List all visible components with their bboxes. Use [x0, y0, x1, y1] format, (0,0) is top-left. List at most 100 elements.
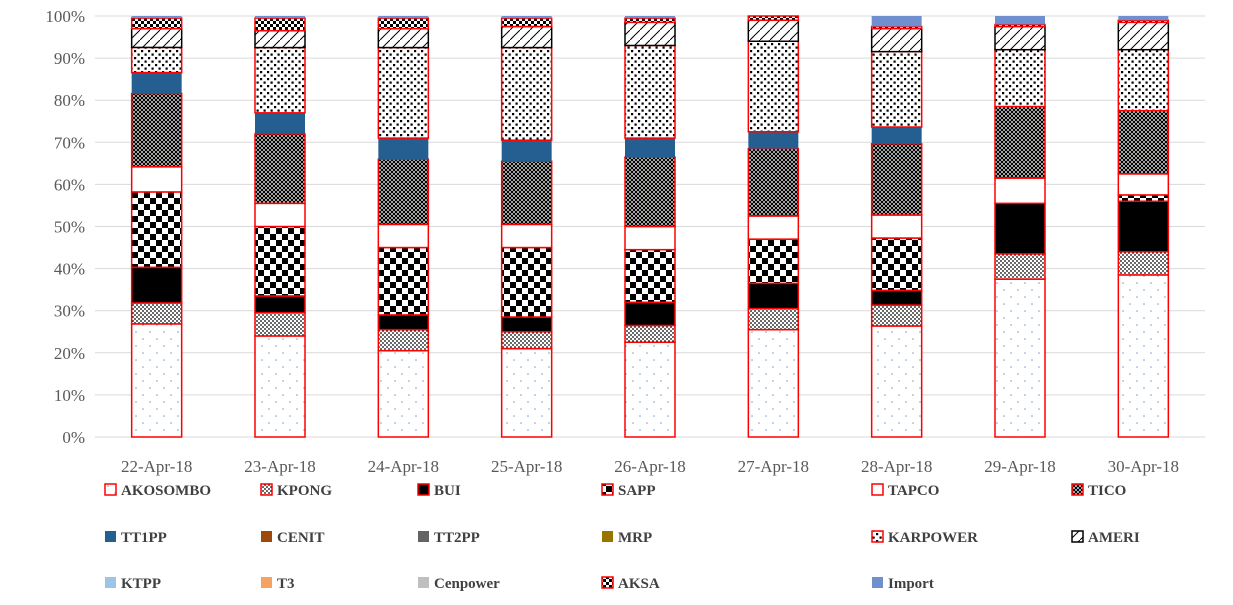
bar-stack-26-apr-18 — [624, 16, 676, 438]
bar-segment-tico — [1117, 109, 1170, 175]
bar-segment-ameri — [870, 27, 923, 53]
bar-segment-import — [501, 16, 552, 19]
bar-segment-akosombo — [870, 325, 923, 438]
legend-label: TT2PP — [434, 530, 480, 546]
bar-segment-aksa — [747, 15, 800, 21]
bar-segment-akosombo — [500, 347, 553, 438]
y-tick-label: 70% — [54, 133, 85, 152]
legend-item-tt2pp: TT2PP — [418, 530, 480, 546]
y-tick-label: 20% — [54, 344, 85, 363]
bar-segment-aksa — [254, 17, 306, 32]
legend-item-aksa: AKSA — [601, 576, 660, 592]
bar-segment-ameri — [254, 29, 306, 49]
legend-swatch — [602, 531, 613, 542]
legend-swatch — [105, 531, 116, 542]
x-category-label: 28-Apr-18 — [861, 457, 932, 476]
bar-segment-sapp — [747, 238, 800, 285]
bar-segment-karpower — [130, 46, 183, 74]
legend-label: BUI — [434, 483, 461, 499]
bar-segment-ameri — [377, 27, 430, 49]
y-tick-label: 60% — [54, 175, 85, 194]
bar-segment-tapco — [624, 225, 676, 251]
bar-segment-bui — [254, 295, 306, 314]
bar-segment-tico — [130, 92, 183, 168]
bar-segment-bui — [624, 301, 676, 327]
bar-stack-28-apr-18 — [870, 16, 923, 438]
legend: AKOSOMBO KPONG BUI SAPP TAPCO TICO TT1PP CENIT T… — [104, 483, 1140, 592]
bar-segment-import — [131, 16, 182, 19]
bar-segment-import — [255, 16, 305, 19]
bar-segment-sapp — [130, 191, 183, 269]
legend-item-bui: BUI — [417, 483, 461, 499]
bar-segment-sapp — [624, 248, 676, 304]
bar-segment-tt1pp — [501, 140, 552, 162]
bar-segment-ameri — [500, 25, 553, 49]
y-tick-label: 100% — [45, 7, 85, 26]
bar-segment-aksa — [870, 25, 923, 30]
legend-item-akosombo: AKOSOMBO — [104, 483, 211, 499]
x-category-label: 23-Apr-18 — [244, 457, 315, 476]
bar-segment-ameri — [747, 19, 800, 43]
bar-segment-tapco — [870, 214, 923, 239]
bar-segment-karpower — [747, 40, 800, 133]
bar-segment-sapp — [870, 237, 923, 292]
bar-segment-tico — [624, 156, 676, 228]
x-category-label: 27-Apr-18 — [738, 457, 809, 476]
bar-segment-bui — [747, 282, 800, 310]
bar-segment-sapp — [500, 246, 553, 318]
bar-segment-akosombo — [747, 328, 800, 438]
legend-item-karpower: KARPOWER — [871, 530, 978, 546]
y-tick-label: 80% — [54, 91, 85, 110]
bar-segment-import — [1118, 16, 1169, 21]
x-axis-category-labels: 22-Apr-18 23-Apr-18 24-Apr-18 25-Apr-18 26-A… — [121, 457, 1179, 476]
bar-stack-22-apr-18 — [130, 16, 183, 438]
bar-segment-akosombo — [130, 323, 183, 438]
legend-label: MRP — [618, 530, 652, 546]
legend-swatch — [1071, 530, 1084, 543]
legend-label: KTPP — [121, 576, 161, 592]
bar-segment-tapco — [747, 215, 800, 240]
legend-label: Cenpower — [434, 576, 500, 592]
bar-segment-tapco — [377, 223, 430, 249]
bar-segment-import — [995, 16, 1045, 25]
bar-stack-27-apr-18 — [747, 15, 800, 438]
bar-segment-tico — [747, 147, 800, 217]
legend-item-sapp: SAPP — [601, 483, 656, 499]
legend-swatch — [601, 483, 614, 496]
bar-segment-sapp — [254, 225, 306, 297]
y-tick-label: 10% — [54, 386, 85, 405]
legend-swatch — [871, 530, 884, 543]
bar-segment-akosombo — [994, 278, 1046, 438]
bar-segment-karpower — [500, 46, 553, 141]
bar-segment-akosombo — [254, 335, 306, 438]
bar-segment-tapco — [130, 166, 183, 193]
legend-label: TT1PP — [121, 530, 167, 546]
bar-segment-kpong — [1117, 251, 1170, 276]
bar-segment-tapco — [1117, 173, 1170, 196]
bar-segment-kpong — [500, 331, 553, 350]
bar-segment-karpower — [870, 50, 923, 128]
bar-segment-kpong — [747, 307, 800, 331]
legend-item-tapco: TAPCO — [871, 483, 939, 499]
bar-stack-24-apr-18 — [377, 16, 430, 438]
legend-swatch — [261, 531, 272, 542]
bar-segment-sapp — [1117, 194, 1170, 202]
legend-swatch — [872, 577, 883, 588]
legend-swatch — [871, 483, 884, 496]
bar-segment-kpong — [870, 304, 923, 327]
legend-label: T3 — [277, 576, 295, 592]
legend-item-mrp: MRP — [602, 530, 652, 546]
legend-label: AMERI — [1088, 530, 1140, 546]
bar-segment-akosombo — [1117, 274, 1170, 438]
bar-segment-tico — [994, 105, 1046, 179]
legend-item-import: Import — [872, 576, 934, 592]
bar-segment-ameri — [994, 25, 1046, 51]
legend-label: AKSA — [618, 576, 660, 592]
bar-segment-tt1pp — [871, 127, 922, 144]
legend-label: KPONG — [277, 483, 332, 499]
bar-segment-tapco — [994, 177, 1046, 205]
y-tick-label: 50% — [54, 218, 85, 237]
y-tick-label: 40% — [54, 260, 85, 279]
